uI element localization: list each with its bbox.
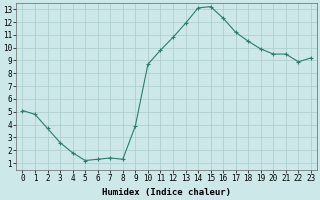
X-axis label: Humidex (Indice chaleur): Humidex (Indice chaleur) <box>102 188 231 197</box>
